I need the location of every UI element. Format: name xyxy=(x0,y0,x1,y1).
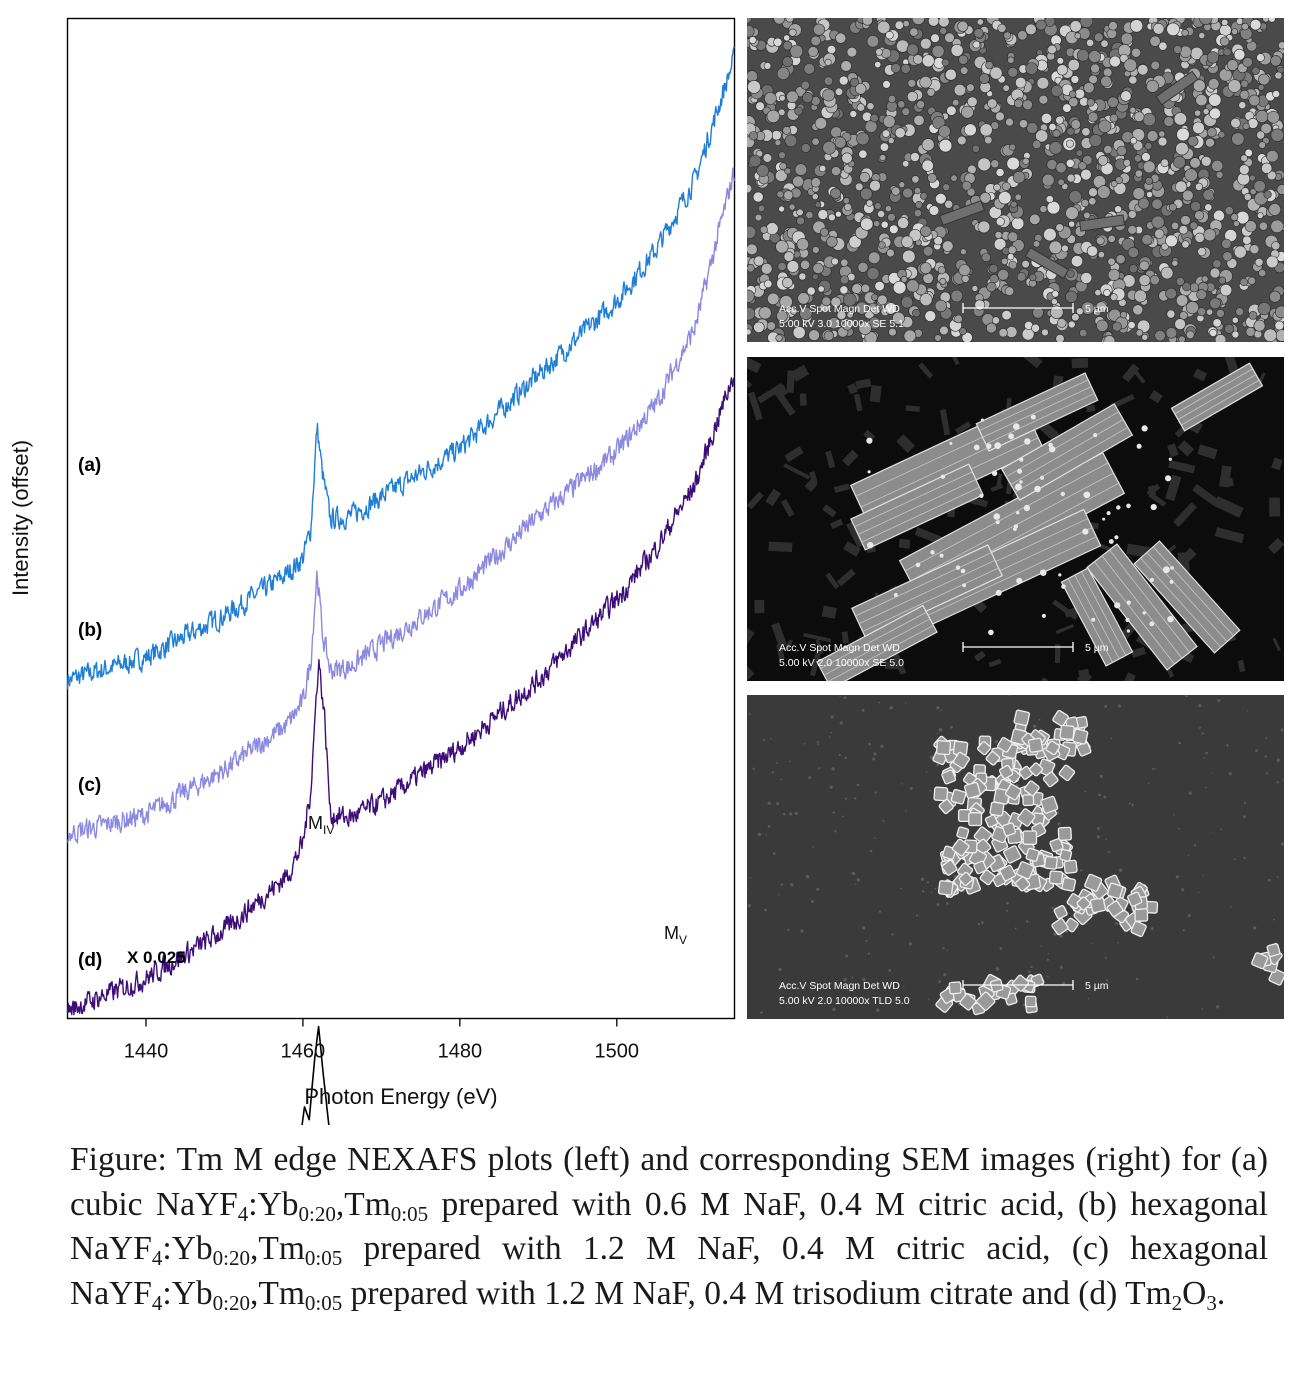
x-axis-label: Photon Energy (eV) xyxy=(304,1084,497,1109)
caption-sub: 0:20 xyxy=(212,1290,250,1315)
caption-text: ,Tm xyxy=(249,1274,305,1312)
caption-text: prepared with 1.2 M NaF, 0.4 M citric ac… xyxy=(70,1230,1268,1312)
curve-label-b: (b) xyxy=(78,620,102,641)
peak-label-miv-base: M xyxy=(308,813,323,833)
x-tick-label: 1460 xyxy=(281,1041,326,1063)
caption-sub: 0:20 xyxy=(212,1246,250,1270)
caption-text: ,Tm xyxy=(249,1230,305,1267)
sem-image-b: Acc.V Spot Magn Det WD 5.00 kV 2.0 10000x… xyxy=(747,357,1284,681)
sem-image-a-canvas: Acc.V Spot Magn Det WD 5.00 kV 3.0 10000x… xyxy=(747,18,1284,342)
curve-label-d: (d) xyxy=(78,950,102,971)
curve-label-a: (a) xyxy=(78,455,101,476)
sem-micrograph xyxy=(747,357,1284,681)
sem-micrograph xyxy=(747,18,1284,342)
peak-label-mv: MV xyxy=(664,923,687,947)
series-layer xyxy=(66,46,735,1125)
sem-info-header: Acc.V Spot Magn Det WD xyxy=(779,303,900,315)
caption-sub: 0:05 xyxy=(304,1246,343,1270)
caption-sub: 4 xyxy=(237,1201,249,1226)
caption-text: ,Tm xyxy=(335,1185,391,1223)
caption-text: prepared with 1.2 M NaF, 0.4 M trisodium… xyxy=(342,1274,1172,1312)
x-tick-label: 1500 xyxy=(595,1041,640,1063)
caption-sub: 0:05 xyxy=(390,1201,429,1226)
caption-sub: 0:05 xyxy=(304,1290,343,1315)
y-axis-label: Intensity (offset) xyxy=(8,440,33,596)
sem-scale-label: 5 µm xyxy=(1085,980,1109,992)
sem-info-values: 5.00 kV 2.0 10000x SE 5.0 xyxy=(779,657,904,669)
sem-image-a: Acc.V Spot Magn Det WD 5.00 kV 3.0 10000x… xyxy=(747,18,1284,342)
caption-text: Figure: Tm M edge NEXAFS plots (left) an… xyxy=(70,1141,1268,1223)
plot-frame xyxy=(66,17,736,1020)
sem-info-header: Acc.V Spot Magn Det WD xyxy=(779,642,900,654)
x-tick-label: 1440 xyxy=(124,1041,169,1063)
sem-image-b-canvas: Acc.V Spot Magn Det WD 5.00 kV 2.0 10000x… xyxy=(747,357,1284,681)
nexafs-chart: 1440 1460 1480 1500 Intensity (offset) Phot… xyxy=(8,17,736,1125)
peak-label-miv-sub: IV xyxy=(323,823,334,837)
caption-text: O xyxy=(1182,1274,1207,1312)
series-line-a xyxy=(66,46,735,690)
caption-text: :Yb xyxy=(162,1274,213,1312)
caption-text: :Yb xyxy=(248,1185,299,1223)
series-line-c xyxy=(66,377,735,1016)
sem-image-c: Acc.V Spot Magn Det WD 5.00 kV 2.0 10000x… xyxy=(747,695,1284,1019)
peak-label-miv: MIV xyxy=(308,813,334,837)
caption-sub: 0:20 xyxy=(298,1201,336,1226)
series-line-b xyxy=(66,167,735,844)
sem-info-values: 5.00 kV 3.0 10000x SE 5.1 xyxy=(779,318,904,330)
sem-micrograph xyxy=(747,695,1284,1019)
sem-info-values: 5.00 kV 2.0 10000x TLD 5.0 xyxy=(779,995,910,1007)
x-tick-layer: 1440 1460 1480 1500 xyxy=(124,1018,640,1063)
caption-sub: 2 xyxy=(1171,1290,1183,1315)
sem-scale-label: 5 µm xyxy=(1085,642,1109,654)
caption-sub: 4 xyxy=(151,1246,163,1270)
sem-info-header: Acc.V Spot Magn Det WD xyxy=(779,980,900,992)
caption-sub: 3 xyxy=(1206,1290,1217,1315)
figure-caption: Figure: Tm M edge NEXAFS plots (left) an… xyxy=(70,1138,1268,1316)
peak-label-mv-base: M xyxy=(664,923,679,943)
scale-factor-label: X 0.025 xyxy=(127,948,186,967)
x-tick-label: 1480 xyxy=(438,1041,483,1063)
caption-text: :Yb xyxy=(162,1230,213,1267)
peak-label-mv-sub: V xyxy=(679,933,687,947)
curve-label-c: (c) xyxy=(78,775,101,796)
caption-text: prepared with 0.6 M NaF, 0.4 M citric ac… xyxy=(70,1185,1268,1268)
sem-image-c-canvas: Acc.V Spot Magn Det WD 5.00 kV 2.0 10000x… xyxy=(747,695,1284,1019)
caption-text: . xyxy=(1216,1274,1226,1312)
sem-scale-label: 5 µm xyxy=(1085,303,1109,315)
caption-sub: 4 xyxy=(151,1290,163,1315)
